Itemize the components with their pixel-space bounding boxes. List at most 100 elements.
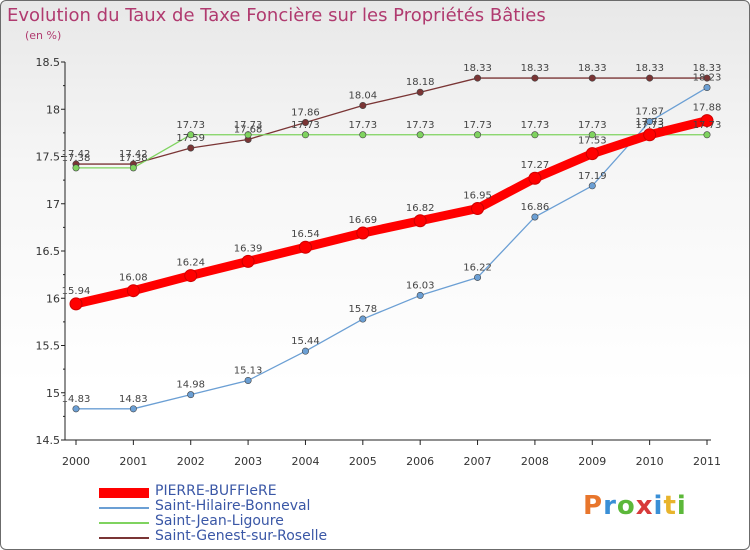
legend-swatch bbox=[99, 507, 149, 509]
data-point bbox=[359, 101, 367, 109]
data-point bbox=[474, 273, 482, 281]
data-label: 16.22 bbox=[463, 262, 492, 273]
data-label: 16.08 bbox=[119, 273, 148, 284]
data-label: 17.19 bbox=[578, 171, 607, 182]
data-label: 15.13 bbox=[234, 365, 263, 376]
data-point bbox=[531, 74, 539, 82]
data-label: 17.53 bbox=[578, 136, 607, 147]
data-label: 17.73 bbox=[578, 120, 607, 131]
x-tick-label: 2002 bbox=[177, 455, 205, 468]
data-label: 15.78 bbox=[348, 304, 377, 315]
data-label: 17.73 bbox=[176, 120, 205, 131]
data-point bbox=[588, 182, 596, 190]
data-point bbox=[244, 131, 252, 139]
data-label: 17.73 bbox=[348, 120, 377, 131]
data-point bbox=[356, 226, 370, 240]
data-point bbox=[416, 131, 424, 139]
data-label: 18.33 bbox=[463, 63, 492, 74]
legend-label: Saint-Genest-sur-Roselle bbox=[155, 528, 328, 544]
data-point bbox=[184, 269, 198, 283]
x-tick-label: 2003 bbox=[234, 455, 262, 468]
chart-title: Evolution du Taux de Taxe Foncière sur l… bbox=[7, 5, 546, 26]
data-label: 16.82 bbox=[406, 203, 435, 214]
data-point bbox=[416, 88, 424, 96]
y-tick-label: 17 bbox=[46, 198, 60, 211]
data-label: 18.33 bbox=[521, 63, 550, 74]
data-label: 14.98 bbox=[176, 380, 205, 391]
x-tick-label: 2010 bbox=[636, 455, 664, 468]
data-label: 17.38 bbox=[119, 153, 148, 164]
y-tick-label: 17.5 bbox=[36, 151, 61, 164]
x-tick-label: 2004 bbox=[291, 455, 319, 468]
x-tick-label: 2009 bbox=[578, 455, 606, 468]
data-label: 14.83 bbox=[62, 394, 91, 405]
x-tick-label: 2007 bbox=[464, 455, 492, 468]
series-line bbox=[75, 86, 708, 410]
proxiti-logo: Proxiti bbox=[583, 491, 687, 521]
data-label: 17.42 bbox=[62, 149, 91, 160]
data-label: 16.95 bbox=[463, 190, 492, 201]
data-point bbox=[129, 405, 137, 413]
data-point bbox=[301, 118, 309, 126]
data-point bbox=[298, 240, 312, 254]
data-label: 17.73 bbox=[635, 117, 664, 128]
data-point bbox=[301, 347, 309, 355]
legend-swatch bbox=[99, 522, 149, 524]
data-label: 17.27 bbox=[521, 160, 550, 171]
data-point bbox=[72, 164, 80, 172]
data-label: 17.73 bbox=[463, 120, 492, 131]
data-point bbox=[72, 405, 80, 413]
data-label: 15.94 bbox=[62, 286, 91, 297]
data-point bbox=[703, 74, 711, 82]
data-label: 17.38 bbox=[62, 153, 91, 164]
y-tick-label: 16 bbox=[46, 292, 60, 305]
data-label: 16.39 bbox=[234, 243, 263, 254]
data-point bbox=[646, 74, 654, 82]
data-point bbox=[187, 131, 195, 139]
data-label: 18.04 bbox=[348, 90, 377, 101]
y-unit-label: (en %) bbox=[25, 29, 62, 42]
data-point bbox=[588, 131, 596, 139]
legend-label: PIERRE-BUFFIeRE bbox=[155, 483, 277, 499]
data-label: 18.23 bbox=[693, 73, 722, 84]
legend-swatch bbox=[99, 488, 149, 498]
data-point bbox=[471, 201, 485, 215]
data-point bbox=[187, 391, 195, 399]
data-point bbox=[244, 376, 252, 384]
y-tick-label: 14.5 bbox=[36, 434, 61, 447]
data-label: 17.73 bbox=[635, 120, 664, 131]
y-tick-label: 15 bbox=[46, 387, 60, 400]
data-point bbox=[126, 284, 140, 298]
y-tick-label: 16.5 bbox=[36, 245, 61, 258]
data-label: 17.73 bbox=[291, 120, 320, 131]
x-tick-label: 2001 bbox=[119, 455, 147, 468]
data-label: 17.59 bbox=[176, 133, 205, 144]
data-point bbox=[700, 114, 714, 128]
x-tick-label: 2011 bbox=[693, 455, 721, 468]
legend-label: Saint-Jean-Ligoure bbox=[155, 513, 284, 529]
data-label: 18.18 bbox=[406, 77, 435, 88]
x-tick-label: 2006 bbox=[406, 455, 434, 468]
data-point bbox=[474, 74, 482, 82]
y-tick-label: 15.5 bbox=[36, 340, 61, 353]
data-point bbox=[241, 254, 255, 268]
data-label: 16.69 bbox=[348, 215, 377, 226]
data-point bbox=[528, 171, 542, 185]
x-tick-label: 2008 bbox=[521, 455, 549, 468]
data-label: 17.88 bbox=[693, 103, 722, 114]
data-label: 16.54 bbox=[291, 229, 320, 240]
data-label: 17.73 bbox=[406, 120, 435, 131]
data-point bbox=[301, 131, 309, 139]
legend-swatch bbox=[99, 537, 149, 539]
data-label: 18.33 bbox=[578, 63, 607, 74]
data-label: 16.24 bbox=[176, 258, 205, 269]
data-label: 18.33 bbox=[693, 63, 722, 74]
data-point bbox=[187, 144, 195, 152]
x-tick-label: 2000 bbox=[62, 455, 90, 468]
data-point bbox=[585, 147, 599, 161]
data-point bbox=[646, 118, 654, 126]
data-point bbox=[643, 128, 657, 142]
data-label: 17.73 bbox=[693, 120, 722, 131]
data-point bbox=[129, 164, 137, 172]
